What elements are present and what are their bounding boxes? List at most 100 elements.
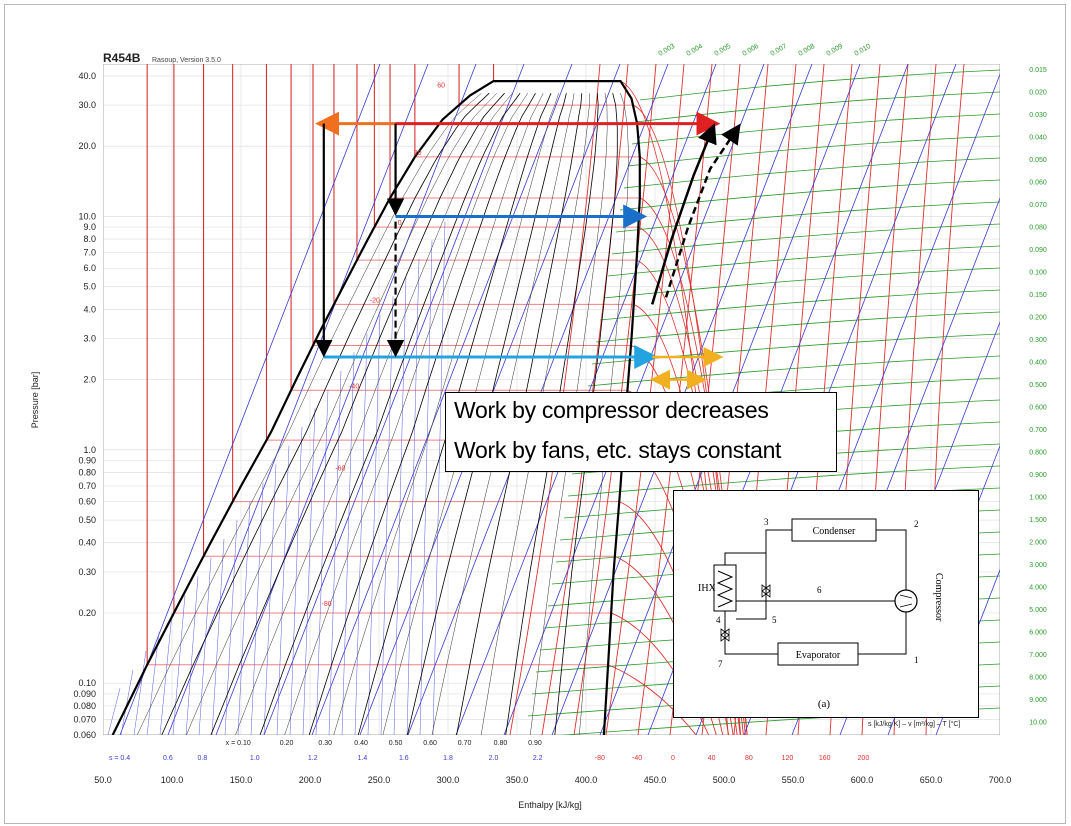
isentrope-liquid — [432, 221, 446, 735]
x-tick-label: 650.0 — [920, 775, 943, 785]
quality-line — [259, 92, 521, 735]
y-tick-label: 1.0 — [83, 445, 96, 455]
temperature-label: 120 — [782, 755, 794, 762]
cycle-schematic: Condenser Evaporator IHX Compressor 3 2 … — [698, 517, 944, 710]
y-tick-label: 0.20 — [78, 608, 96, 618]
entropy-label: 2.2 — [533, 755, 543, 762]
y-tick-label: 0.10 — [78, 678, 96, 688]
y-tick-label: 6.0 — [83, 263, 96, 273]
density-label: 0.100 — [1029, 270, 1047, 277]
quality-label: 0.80 — [494, 740, 508, 747]
annotation-box: Work by compressor decreases Work by fan… — [445, 392, 837, 472]
temperature-label: 200 — [858, 755, 870, 762]
isentrope-liquid — [250, 482, 264, 735]
density-label: 0.050 — [1029, 157, 1047, 164]
density-label: 0.020 — [1029, 90, 1047, 97]
density-label: 10.00 — [1029, 720, 1047, 727]
density-label: 4.000 — [1029, 585, 1047, 592]
x-tick-label: 200.0 — [299, 775, 322, 785]
compressor-label: Compressor — [933, 573, 944, 622]
y-tick-label: 0.060 — [73, 730, 96, 740]
node-7: 7 — [718, 659, 723, 669]
isotherm-label: -20 — [370, 297, 380, 304]
x-tick-label: 600.0 — [851, 775, 874, 785]
condenser-label: Condenser — [813, 526, 856, 537]
density-label: 9.000 — [1029, 697, 1047, 704]
y-tick-label: 4.0 — [83, 304, 96, 314]
density-label: 0.040 — [1029, 135, 1047, 142]
evaporator-label: Evaporator — [796, 650, 841, 661]
quality-label: 0.30 — [318, 740, 332, 747]
temperature-label: -80 — [595, 755, 605, 762]
isentrope-liquid — [146, 632, 160, 735]
y-tick-label: 30.0 — [78, 100, 96, 110]
y-tick-label: 0.40 — [78, 538, 96, 548]
isentrope-liquid — [159, 613, 173, 735]
y-tick-label: 0.70 — [78, 481, 96, 491]
saturation-dome-curve — [111, 80, 641, 735]
isochore-line — [635, 91, 1000, 123]
footer-units: s [kJ/kg K] – v [m³/kg] – T [°C] — [868, 720, 960, 728]
isochore-line — [587, 355, 1000, 387]
isentrope-liquid — [120, 669, 134, 735]
y-tick-label: 0.60 — [78, 497, 96, 507]
y-tick-label: 5.0 — [83, 282, 96, 292]
isochore-line — [619, 179, 1000, 211]
isentrope-liquid — [302, 408, 316, 735]
top-density-label: 0.003 — [658, 43, 677, 58]
isentrope-line — [119, 64, 381, 735]
expansion-valve-2-icon — [720, 628, 730, 642]
x-tick-label: 350.0 — [506, 775, 529, 785]
entropy-label: 1.8 — [443, 755, 453, 762]
y-tick-label: 0.80 — [78, 467, 96, 477]
density-label: 0.900 — [1029, 472, 1047, 479]
isentrope-liquid — [198, 557, 212, 735]
refrigeration-cycle — [314, 111, 741, 390]
density-label: 0.090 — [1029, 247, 1047, 254]
top-density-label: 0.006 — [742, 43, 761, 58]
isentrope-liquid — [107, 688, 121, 735]
isentrope-liquid — [263, 464, 277, 735]
entropy-label: s = 0.4 — [109, 755, 130, 762]
ihx-coil-icon — [716, 570, 734, 608]
y-tick-label: 9.0 — [83, 222, 96, 232]
quality-subline — [186, 93, 498, 735]
top-density-label: 0.004 — [686, 43, 705, 58]
quality-subline — [235, 93, 513, 735]
isochore-line — [567, 465, 1000, 497]
isentrope-liquid — [172, 594, 186, 735]
density-label: 0.400 — [1029, 360, 1047, 367]
isentrope-line — [215, 64, 477, 735]
density-label: 0.150 — [1029, 292, 1047, 299]
isotherm-vapor — [607, 664, 697, 735]
quality-label: 0.70 — [458, 740, 472, 747]
pipe-1 — [858, 612, 907, 655]
isochore-line — [611, 223, 1000, 255]
entropy-label: 0.8 — [197, 755, 207, 762]
entropy-label: 0.6 — [163, 755, 173, 762]
quality-line — [161, 92, 490, 735]
isentrope-liquid — [367, 314, 381, 735]
density-label: 0.700 — [1029, 427, 1047, 434]
cycle-schematic-inset: Condenser Evaporator IHX Compressor 3 2 … — [673, 490, 979, 718]
quality-label: 0.60 — [423, 740, 437, 747]
density-label: 1.500 — [1029, 517, 1047, 524]
isentrope-liquid — [380, 296, 394, 735]
quality-label: 0.50 — [389, 740, 403, 747]
y-tick-label: 20.0 — [78, 141, 96, 151]
compressor-symbol — [899, 594, 913, 608]
pipe-5 — [736, 553, 767, 620]
quality-lines — [136, 92, 629, 735]
top-density-label: 0.007 — [770, 43, 789, 58]
node-3: 3 — [764, 517, 769, 527]
x-tick-label: 300.0 — [437, 775, 460, 785]
node-4: 4 — [716, 615, 721, 625]
density-label: 0.600 — [1029, 405, 1047, 412]
x-tick-label: 150.0 — [230, 775, 253, 785]
isentrope-liquid — [315, 389, 329, 735]
entropy-label: 1.0 — [250, 755, 260, 762]
density-label: 3.000 — [1029, 562, 1047, 569]
isentrope-liquid — [133, 650, 147, 735]
x-tick-label: 550.0 — [782, 775, 805, 785]
quality-label: 0.90 — [528, 740, 542, 747]
